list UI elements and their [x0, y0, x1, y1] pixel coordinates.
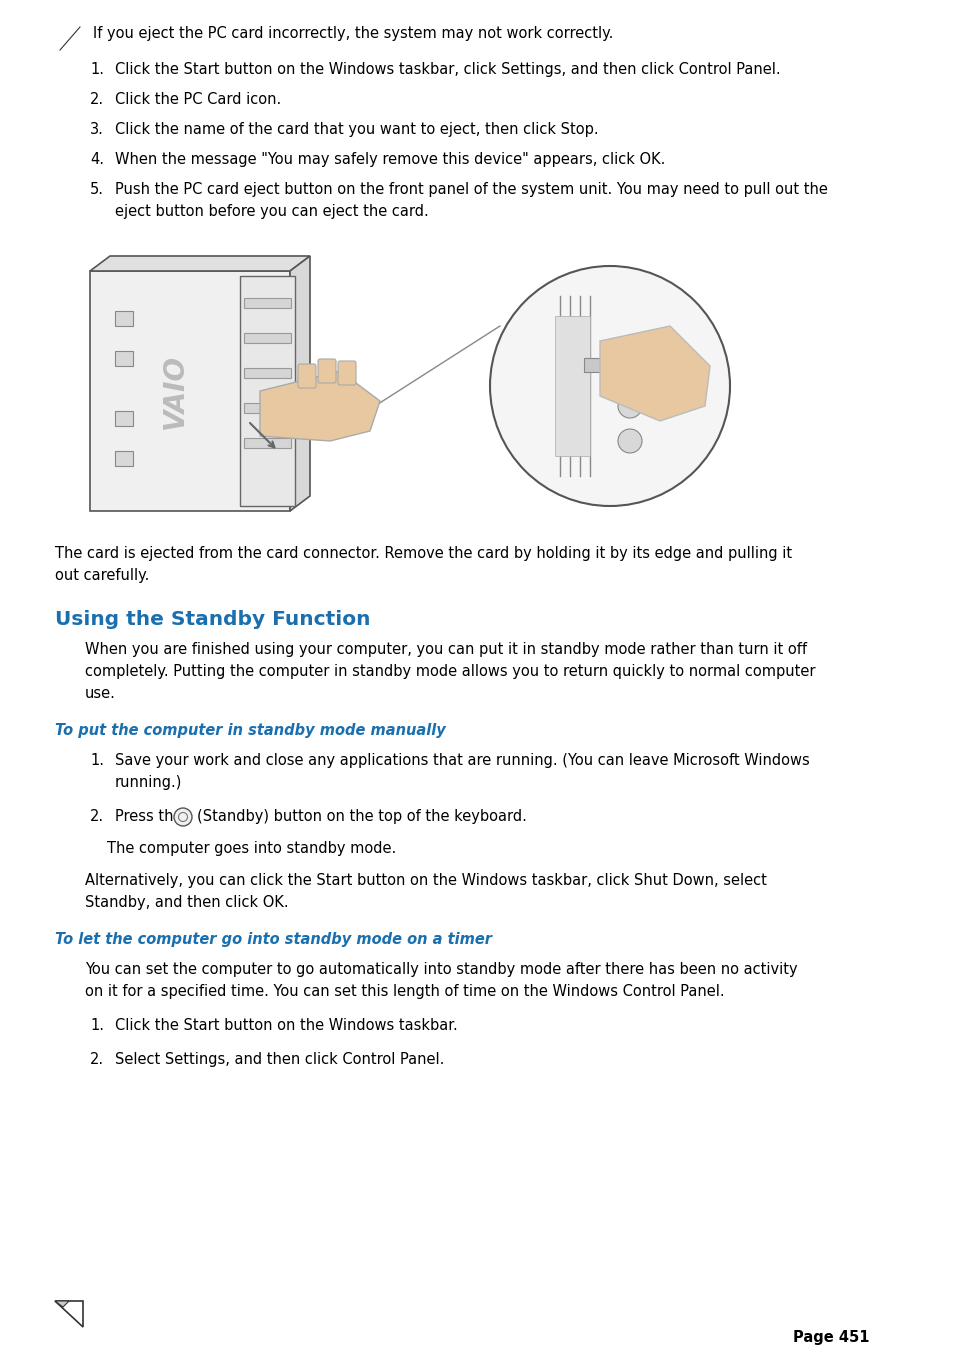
Text: VAIO: VAIO: [161, 354, 189, 428]
Text: out carefully.: out carefully.: [55, 567, 150, 584]
FancyBboxPatch shape: [240, 276, 294, 507]
FancyBboxPatch shape: [244, 367, 291, 378]
Text: 5.: 5.: [90, 182, 104, 197]
Polygon shape: [290, 255, 310, 511]
FancyBboxPatch shape: [337, 361, 355, 385]
Polygon shape: [90, 255, 310, 272]
Text: When the message "You may safely remove this device" appears, click OK.: When the message "You may safely remove …: [115, 153, 664, 168]
FancyBboxPatch shape: [115, 311, 132, 326]
Text: Save your work and close any applications that are running. (You can leave Micro: Save your work and close any application…: [115, 753, 809, 767]
Text: 2.: 2.: [90, 92, 104, 107]
Text: (Standby) button on the top of the keyboard.: (Standby) button on the top of the keybo…: [196, 809, 526, 824]
Text: Press the: Press the: [115, 809, 187, 824]
Circle shape: [173, 808, 192, 825]
FancyBboxPatch shape: [115, 451, 132, 466]
FancyBboxPatch shape: [583, 358, 605, 372]
Text: 2.: 2.: [90, 809, 104, 824]
Text: To put the computer in standby mode manually: To put the computer in standby mode manu…: [55, 723, 445, 738]
Text: running.): running.): [115, 775, 182, 790]
Polygon shape: [55, 1301, 83, 1327]
Text: Push the PC card eject button on the front panel of the system unit. You may nee: Push the PC card eject button on the fro…: [115, 182, 827, 197]
Text: eject button before you can eject the card.: eject button before you can eject the ca…: [115, 204, 428, 219]
Circle shape: [618, 430, 641, 453]
Text: 1.: 1.: [90, 1019, 104, 1034]
Text: completely. Putting the computer in standby mode allows you to return quickly to: completely. Putting the computer in stan…: [85, 663, 815, 680]
Polygon shape: [55, 1301, 69, 1306]
Text: on it for a specified time. You can set this length of time on the Windows Contr: on it for a specified time. You can set …: [85, 984, 724, 998]
FancyBboxPatch shape: [244, 299, 291, 308]
Text: Click the PC Card icon.: Click the PC Card icon.: [115, 92, 281, 107]
Text: The card is ejected from the card connector. Remove the card by holding it by it: The card is ejected from the card connec…: [55, 546, 791, 561]
Text: Click the name of the card that you want to eject, then click Stop.: Click the name of the card that you want…: [115, 122, 598, 136]
Text: use.: use.: [85, 686, 115, 701]
FancyBboxPatch shape: [317, 359, 335, 382]
Text: You can set the computer to go automatically into standby mode after there has b: You can set the computer to go automatic…: [85, 962, 797, 977]
Text: Using the Standby Function: Using the Standby Function: [55, 611, 370, 630]
FancyBboxPatch shape: [115, 411, 132, 426]
FancyBboxPatch shape: [244, 403, 291, 413]
Text: To let the computer go into standby mode on a timer: To let the computer go into standby mode…: [55, 932, 492, 947]
Text: The computer goes into standby mode.: The computer goes into standby mode.: [107, 842, 395, 857]
Text: When you are finished using your computer, you can put it in standby mode rather: When you are finished using your compute…: [85, 642, 806, 657]
Text: 2.: 2.: [90, 1052, 104, 1067]
FancyBboxPatch shape: [297, 363, 315, 388]
FancyBboxPatch shape: [115, 351, 132, 366]
Text: 1.: 1.: [90, 753, 104, 767]
Polygon shape: [90, 272, 290, 511]
Circle shape: [618, 394, 641, 417]
Text: Click the Start button on the Windows taskbar, click Settings, and then click Co: Click the Start button on the Windows ta…: [115, 62, 780, 77]
Text: 1.: 1.: [90, 62, 104, 77]
Text: Select Settings, and then click Control Panel.: Select Settings, and then click Control …: [115, 1052, 444, 1067]
Text: 3.: 3.: [90, 122, 104, 136]
FancyBboxPatch shape: [555, 316, 589, 457]
Text: Standby, and then click OK.: Standby, and then click OK.: [85, 894, 289, 911]
Polygon shape: [599, 326, 709, 422]
Text: Click the Start button on the Windows taskbar.: Click the Start button on the Windows ta…: [115, 1019, 457, 1034]
FancyBboxPatch shape: [244, 332, 291, 343]
FancyBboxPatch shape: [60, 240, 879, 531]
Polygon shape: [260, 372, 379, 440]
FancyBboxPatch shape: [244, 438, 291, 449]
Text: Alternatively, you can click the Start button on the Windows taskbar, click Shut: Alternatively, you can click the Start b…: [85, 873, 766, 888]
Circle shape: [490, 266, 729, 507]
Text: 4.: 4.: [90, 153, 104, 168]
Text: Page 451: Page 451: [793, 1329, 869, 1346]
Text: If you eject the PC card incorrectly, the system may not work correctly.: If you eject the PC card incorrectly, th…: [92, 26, 613, 41]
